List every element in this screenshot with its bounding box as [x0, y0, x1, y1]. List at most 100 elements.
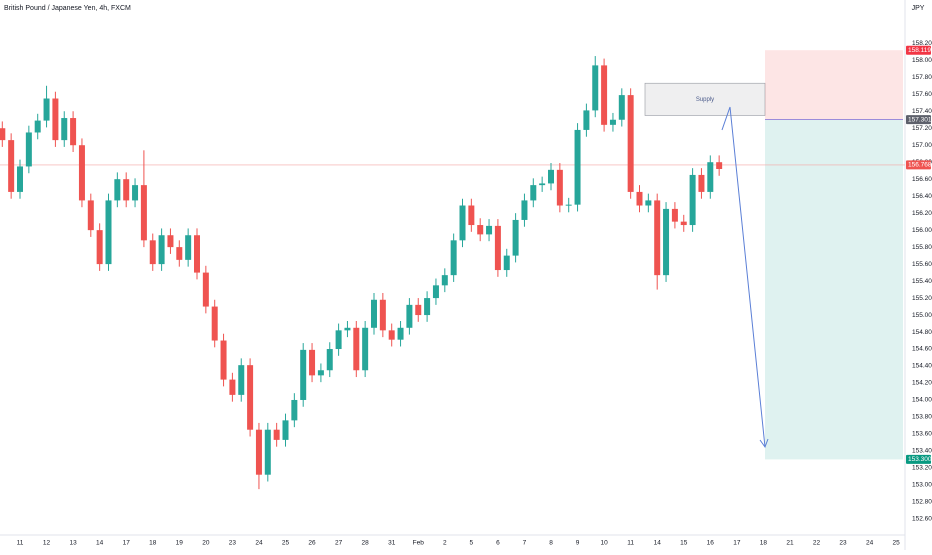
candle-body — [255, 429, 262, 475]
x-tick-label: 5 — [470, 540, 474, 547]
candle-body — [627, 95, 634, 192]
y-tick-label: 157.200 — [912, 125, 932, 132]
candle-body — [43, 98, 50, 121]
chart-title: British Pound / Japanese Yen, 4h, FXCM — [4, 5, 131, 12]
x-tick-label: 22 — [813, 540, 821, 547]
x-tick-label: 23 — [229, 540, 237, 547]
y-tick-label: 152.600 — [912, 516, 932, 523]
candle-body — [450, 240, 457, 276]
candle-body — [716, 162, 723, 169]
projection-arrow — [721, 106, 766, 448]
candle-body — [229, 379, 236, 395]
y-tick-label: 157.600 — [912, 91, 932, 98]
candle-body — [291, 399, 298, 421]
candle-body — [406, 304, 413, 328]
x-tick-label: 16 — [707, 540, 715, 547]
candle-body — [583, 110, 590, 130]
candle-body — [185, 235, 192, 260]
candle-body — [441, 275, 448, 286]
candle-body — [353, 327, 360, 371]
y-tick-label: 153.400 — [912, 448, 932, 455]
candle-body — [565, 204, 572, 206]
y-tick-label: 157.000 — [912, 142, 932, 149]
candle-body — [202, 272, 209, 307]
y-tick-label: 152.800 — [912, 499, 932, 506]
y-tick-label: 156.400 — [912, 193, 932, 200]
candle-body — [17, 166, 23, 192]
price-tag-label: 157.301 — [908, 116, 932, 123]
arrow-head — [759, 438, 769, 449]
candle-body — [34, 120, 41, 133]
drawings: Supply — [0, 50, 905, 460]
x-tick-label: 18 — [760, 540, 768, 547]
supply-label: Supply — [696, 97, 714, 103]
y-tick-label: 156.000 — [912, 227, 932, 234]
x-tick-label: 31 — [388, 540, 396, 547]
candle-body — [87, 200, 94, 231]
y-tick-label: 154.400 — [912, 363, 932, 370]
candle-body — [78, 145, 85, 201]
x-tick-label: 13 — [69, 540, 77, 547]
y-tick-label: 155.800 — [912, 244, 932, 251]
candle-body — [494, 225, 501, 271]
y-tick-label: 157.400 — [912, 108, 932, 115]
x-tick-label: 2 — [443, 540, 447, 547]
candle-body — [211, 306, 218, 341]
candle-body — [477, 225, 484, 235]
candle-body — [486, 225, 493, 235]
stop-zone — [765, 50, 903, 120]
x-tick-label: 25 — [893, 540, 901, 547]
y-tick-label: 157.800 — [912, 74, 932, 81]
candle-body — [8, 140, 15, 192]
candles — [0, 56, 723, 490]
candle-body — [556, 169, 563, 206]
x-tick-label: 14 — [96, 540, 104, 547]
candle-body — [264, 429, 271, 475]
candle-body — [70, 118, 77, 146]
y-tick-label: 154.000 — [912, 397, 932, 404]
candle-body — [574, 129, 581, 205]
y-tick-label: 153.800 — [912, 414, 932, 421]
candle-body — [689, 174, 696, 226]
candle-body — [468, 205, 475, 226]
y-tick-label: 154.200 — [912, 380, 932, 387]
x-tick-label: 14 — [654, 540, 662, 547]
candle-body — [512, 219, 519, 256]
x-tick-label: 19 — [176, 540, 184, 547]
candle-body — [415, 304, 422, 316]
candle-body — [52, 98, 59, 141]
candle-body — [671, 208, 678, 222]
y-tick-label: 155.000 — [912, 312, 932, 319]
candle-body — [601, 65, 608, 125]
candle-body — [194, 235, 200, 273]
candle-body — [663, 208, 670, 276]
x-tick-label: 28 — [362, 540, 370, 547]
candle-body — [530, 185, 537, 201]
candle-body — [61, 118, 68, 141]
candle-body — [609, 119, 616, 125]
y-tick-label: 156.200 — [912, 210, 932, 217]
candle-body — [96, 230, 103, 265]
candle-body — [158, 235, 165, 265]
candle-body — [459, 205, 466, 241]
x-tick-label: 9 — [576, 540, 580, 547]
y-tick-label: 155.200 — [912, 295, 932, 302]
x-tick-label: 23 — [839, 540, 847, 547]
x-tick-label: 27 — [335, 540, 343, 547]
candle-body — [432, 285, 439, 299]
candle-body — [503, 255, 510, 271]
y-tick-label: 153.000 — [912, 482, 932, 489]
x-tick-label: 17 — [733, 540, 741, 547]
candle-body — [220, 340, 227, 380]
x-tick-label: 25 — [282, 540, 290, 547]
x-tick-label: 18 — [149, 540, 157, 547]
candle-body — [0, 128, 6, 141]
price-tag — [906, 454, 931, 464]
candle-body — [25, 132, 32, 167]
y-tick-label: 158.200 — [912, 40, 932, 47]
candle-body — [140, 185, 147, 241]
candle-body — [548, 169, 554, 184]
candle-body — [123, 179, 130, 201]
